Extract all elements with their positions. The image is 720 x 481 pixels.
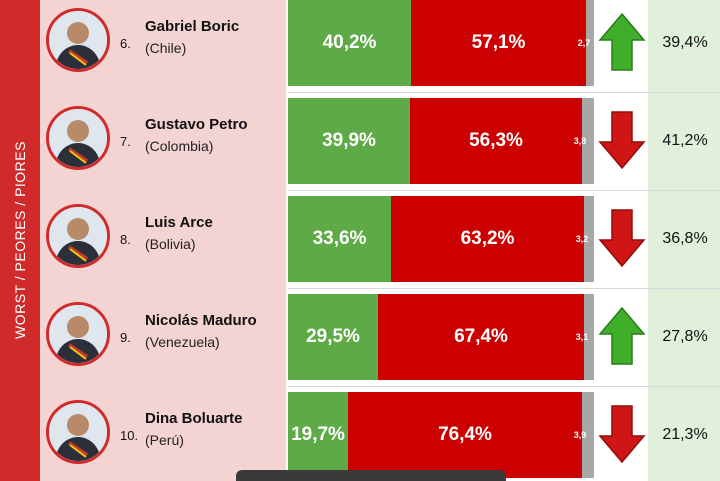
leader-country: (Bolivia) <box>145 236 196 252</box>
disapprove-bar <box>378 294 584 380</box>
disapprove-bar <box>348 392 582 478</box>
approve-bar <box>288 392 348 478</box>
stacked-bar: 39,9% 56,3% 3,8 <box>288 98 594 184</box>
approve-bar <box>288 294 378 380</box>
leader-name: Luis Arce <box>145 214 213 231</box>
rank-number: 6. <box>120 36 131 51</box>
leader-name: Nicolás Maduro <box>145 312 257 329</box>
disapprove-label: 67,4% <box>454 326 508 347</box>
table-row: 8. Luis Arce (Bolivia) 33,6% 63,2% 3,2 36,8% <box>0 196 720 282</box>
previous-result: 36,8% <box>662 230 708 247</box>
portrait-icon <box>49 207 107 265</box>
no-answer-label: 3,2 <box>575 234 589 244</box>
row-separator <box>288 386 720 387</box>
rank-number: 10. <box>120 428 139 443</box>
approve-label: 39,9% <box>322 130 376 151</box>
leader-country: (Chile) <box>145 40 187 56</box>
previous-panel <box>648 0 720 481</box>
approve-label: 40,2% <box>322 32 377 53</box>
leader-country: (Perú) <box>145 432 184 448</box>
no-answer-bar <box>582 392 594 478</box>
rank-number: 8. <box>120 232 131 247</box>
stacked-bar: 33,6% 63,2% 3,2 <box>288 196 594 282</box>
approve-label: 19,7% <box>291 424 345 445</box>
no-answer-bar <box>584 196 594 282</box>
portrait-icon <box>49 305 107 363</box>
previous-result: 21,3% <box>662 426 708 443</box>
no-answer-label: 2,7 <box>577 38 591 48</box>
previous-result: 39,4% <box>662 34 708 51</box>
previous-result: 27,8% <box>662 328 708 345</box>
arrow-up-icon <box>598 306 646 365</box>
no-answer-label: 3,1 <box>575 332 589 342</box>
rank-number: 9. <box>120 330 131 345</box>
bottom-strip <box>236 470 506 481</box>
leader-country: (Colombia) <box>145 138 214 154</box>
disapprove-label: 56,3% <box>469 130 523 151</box>
portrait-icon <box>49 403 107 461</box>
avatar <box>46 106 110 170</box>
disapprove-bar <box>410 98 582 184</box>
approve-bar <box>288 0 411 86</box>
arrow-down-icon <box>598 111 646 170</box>
row-separator <box>288 92 720 93</box>
table-row: 6. Gabriel Boric (Chile) 40,2% 57,1% 2,7 39,4% <box>0 0 720 86</box>
row-separator <box>288 190 720 191</box>
no-answer-bar <box>582 98 594 184</box>
side-band: WORST / PEORES / PIORES <box>0 0 40 481</box>
disapprove-bar <box>411 0 586 86</box>
no-answer-label: 3,9 <box>573 430 587 440</box>
avatar <box>46 204 110 268</box>
leader-name: Gustavo Petro <box>145 116 248 133</box>
leader-name: Dina Boluarte <box>145 410 243 427</box>
table-row: 7. Gustavo Petro (Colombia) 39,9% 56,3% 3,8 41… <box>0 98 720 184</box>
table-row: 9. Nicolás Maduro (Venezuela) 29,5% 67,4% 3,1… <box>0 294 720 380</box>
stacked-bar: 29,5% 67,4% 3,1 <box>288 294 594 380</box>
leader-name: Gabriel Boric <box>145 18 240 35</box>
no-answer-bar <box>584 294 594 380</box>
disapprove-label: 57,1% <box>471 32 526 53</box>
stacked-bar: 19,7% 76,4% 3,9 <box>288 392 594 478</box>
approve-label: 29,5% <box>306 326 360 347</box>
approve-bar <box>288 98 410 184</box>
avatar <box>46 8 110 72</box>
arrow-down-icon <box>598 405 646 464</box>
portrait-icon <box>49 11 107 69</box>
rank-number: 7. <box>120 134 131 149</box>
portrait-icon <box>49 109 107 167</box>
arrow-up-icon <box>598 12 646 71</box>
disapprove-bar <box>391 196 584 282</box>
approve-label: 33,6% <box>312 228 367 249</box>
no-answer-label: 3,8 <box>573 136 587 146</box>
no-answer-bar <box>586 0 594 86</box>
leader-country: (Venezuela) <box>145 334 220 350</box>
approve-bar <box>288 196 391 282</box>
avatar <box>46 400 110 464</box>
row-separator <box>288 288 720 289</box>
avatar <box>46 302 110 366</box>
disapprove-label: 63,2% <box>460 228 515 249</box>
table-row: 10. Dina Boluarte (Perú) 19,7% 76,4% 3,9 21,3% <box>0 392 720 478</box>
arrow-down-icon <box>598 209 646 268</box>
stacked-bar: 40,2% 57,1% 2,7 <box>288 0 594 86</box>
disapprove-label: 76,4% <box>438 424 492 445</box>
previous-result: 41,2% <box>662 132 708 149</box>
